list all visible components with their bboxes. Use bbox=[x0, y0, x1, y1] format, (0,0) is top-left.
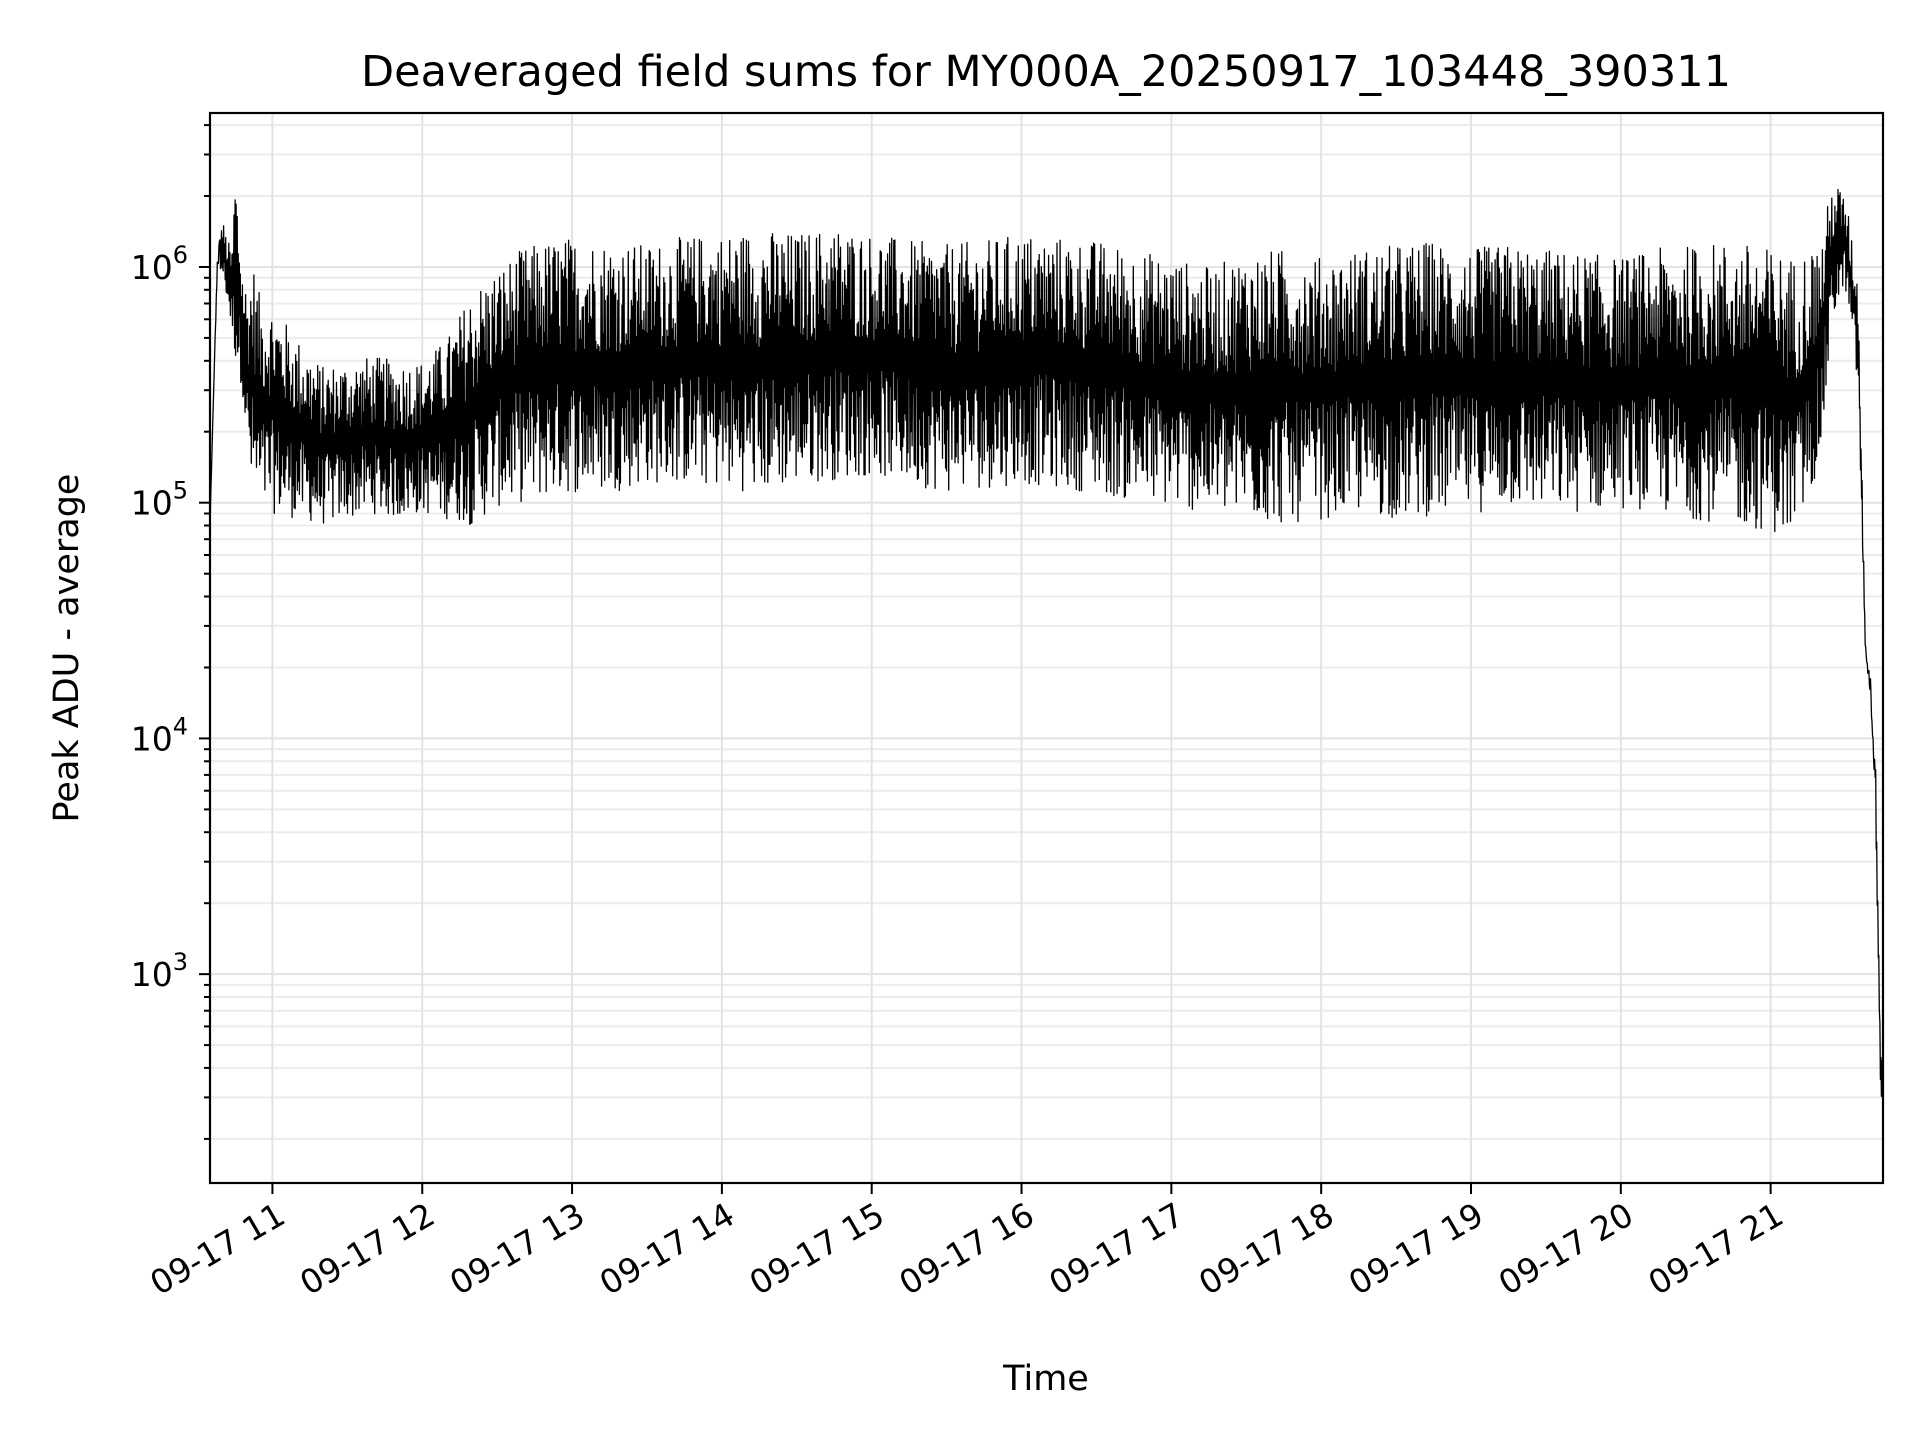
y-tick-base: 10 bbox=[131, 248, 173, 287]
y-tick-label: 106 bbox=[131, 241, 188, 287]
series-layer bbox=[209, 188, 1884, 1097]
y-tick-base: 10 bbox=[131, 719, 173, 758]
plot-frame bbox=[208, 111, 1885, 1185]
x-tick-label: 09-17 14 bbox=[593, 1195, 741, 1303]
x-axis-label: Time bbox=[1002, 1359, 1089, 1399]
x-ticks: 09-17 11 09-17 12 09-17 13 09-17 14 09-17 15… bbox=[143, 1183, 1790, 1303]
x-tick-label: 09-17 21 bbox=[1642, 1195, 1790, 1303]
x-tick-label: 09-17 12 bbox=[293, 1195, 441, 1303]
y-tick-label: 105 bbox=[131, 477, 188, 523]
x-tick-label: 09-17 17 bbox=[1042, 1195, 1190, 1303]
y-tick-exponent: 3 bbox=[173, 948, 188, 976]
y-tick-label: 103 bbox=[131, 948, 188, 994]
y-tick-exponent: 4 bbox=[173, 712, 188, 740]
y-tick-label: 104 bbox=[131, 712, 188, 758]
series-line bbox=[209, 188, 1884, 1097]
y-tick-exponent: 5 bbox=[173, 477, 188, 505]
x-tick-label: 09-17 16 bbox=[893, 1195, 1041, 1303]
x-tick-label: 09-17 15 bbox=[743, 1195, 891, 1303]
y-tick-base: 10 bbox=[131, 484, 173, 523]
y-tick-exponent: 6 bbox=[173, 241, 188, 269]
x-tick-label: 09-17 20 bbox=[1492, 1195, 1640, 1303]
x-tick-label: 09-17 13 bbox=[443, 1195, 591, 1303]
x-tick-label: 09-17 18 bbox=[1192, 1195, 1340, 1303]
chart-title: Deaveraged field sums for MY000A_2025091… bbox=[361, 47, 1731, 97]
x-tick-label: 09-17 19 bbox=[1342, 1195, 1490, 1303]
x-tick-label: 09-17 11 bbox=[143, 1195, 291, 1303]
y-axis-label: Peak ADU - average bbox=[47, 474, 87, 823]
y-tick-base: 10 bbox=[131, 955, 173, 994]
grid-layer bbox=[210, 113, 1883, 1183]
